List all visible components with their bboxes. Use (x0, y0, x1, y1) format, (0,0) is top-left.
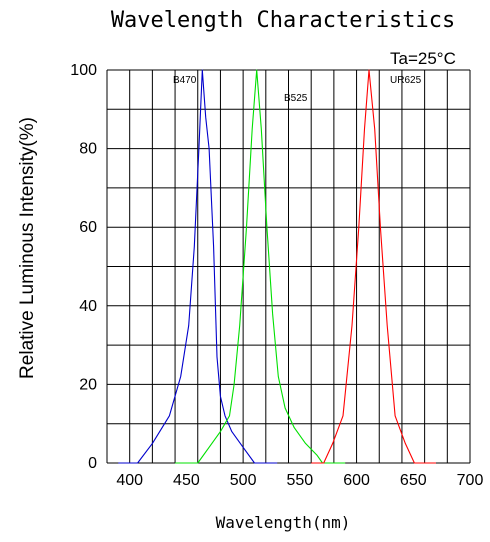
x-tick-label: 500 (230, 472, 257, 489)
y-axis-label: Relative Luminous Intensity(%) (17, 117, 38, 379)
y-tick-label: 60 (79, 219, 97, 236)
series-label-b525: B525 (284, 93, 308, 104)
series-line-b525 (175, 69, 346, 464)
x-tick-label: 550 (286, 472, 313, 489)
y-tick-label: 80 (79, 141, 97, 158)
x-tick-label: 400 (116, 472, 143, 489)
x-tick-label: 450 (173, 472, 200, 489)
y-tick-label: 0 (88, 455, 97, 472)
series-label-ur625: UR625 (390, 75, 422, 86)
series-line-b470 (118, 69, 278, 464)
grid (106, 69, 471, 464)
temperature-annotation: Ta=25°C (390, 49, 456, 68)
x-tick-label: 650 (400, 472, 427, 489)
y-tick-label: 40 (79, 298, 97, 315)
series-labels: B470 B525 UR625 (173, 75, 422, 104)
chart-title: Wavelength Characteristics (111, 8, 455, 33)
series-layer (118, 69, 436, 464)
series-line-ur625 (311, 69, 436, 464)
x-tick-label: 700 (457, 472, 484, 489)
y-axis-ticks: 0 20 40 60 80 100 (70, 62, 97, 472)
y-tick-label: 20 (79, 376, 97, 393)
x-axis-ticks: 400 450 500 550 600 650 700 (116, 472, 483, 489)
x-axis-label: Wavelength(nm) (216, 513, 351, 532)
y-tick-label: 100 (70, 62, 97, 79)
x-tick-label: 600 (343, 472, 370, 489)
series-label-b470: B470 (173, 75, 197, 86)
